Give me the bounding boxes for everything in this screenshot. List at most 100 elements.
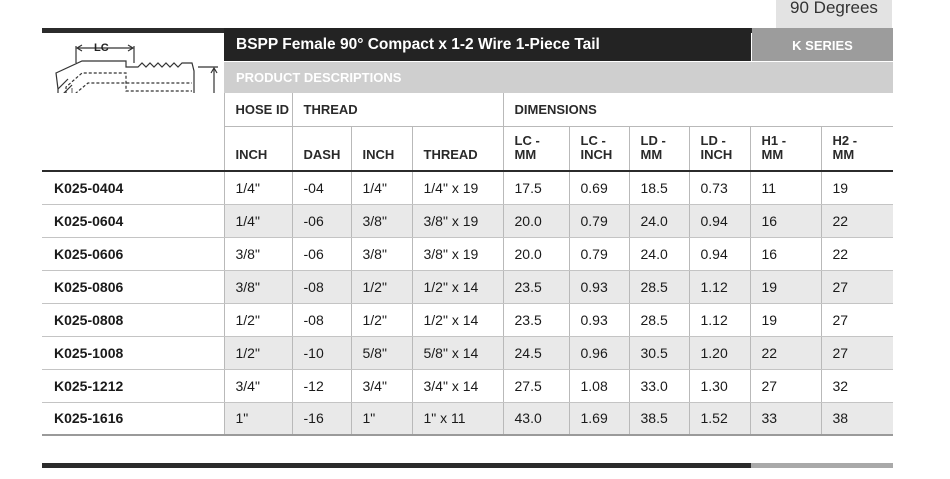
table-cell: 1/4" x 19 xyxy=(412,171,504,205)
table-row: K025-0606 3/8" -06 3/8" 3/8" x 19 20.0 0.79 24.… xyxy=(42,237,893,271)
table-row: K025-1616 1" -16 1" 1" x 11 43.0 1.69 38.5 1.52 3… xyxy=(42,402,893,436)
table-cell: 0.94 xyxy=(689,204,751,238)
table-cell: 1/2" xyxy=(224,336,293,370)
table-cell: 27.5 xyxy=(503,369,570,403)
table-cell: 3/4" xyxy=(224,369,293,403)
table-cell: 33.0 xyxy=(629,369,690,403)
table-cell: 0.79 xyxy=(569,204,630,238)
table-cell: -08 xyxy=(292,303,352,337)
part-number: K025-0404 xyxy=(42,171,225,205)
table-cell: 20.0 xyxy=(503,237,570,271)
table-cell: 1/2" xyxy=(351,303,413,337)
table-cell: 22 xyxy=(750,336,822,370)
table-row: K025-1212 3/4" -12 3/4" 3/4" x 14 27.5 1.08 33.… xyxy=(42,369,893,403)
product-title: BSPP Female 90° Compact x 1-2 Wire 1-Pie… xyxy=(224,28,751,61)
table-cell: 27 xyxy=(821,270,893,304)
table-cell: 27 xyxy=(750,369,822,403)
specification-table: HOSE ID THREAD DIMENSIONS INCH DASH INCH… xyxy=(42,93,893,436)
table-cell: 23.5 xyxy=(503,270,570,304)
table-cell: 16 xyxy=(750,237,822,271)
table-cell: 0.69 xyxy=(569,171,630,205)
dimensions-header: DIMENSIONS xyxy=(503,93,893,127)
table-cell: 5/8" x 14 xyxy=(412,336,504,370)
part-number: K025-0604 xyxy=(42,204,225,238)
table-cell: 0.94 xyxy=(689,237,751,271)
table-cell: 0.79 xyxy=(569,237,630,271)
table-cell: 20.0 xyxy=(503,204,570,238)
part-number: K025-0808 xyxy=(42,303,225,337)
header-row-groups: HOSE ID THREAD DIMENSIONS xyxy=(42,93,893,127)
table-cell: 1/4" xyxy=(224,204,293,238)
lc-label: LC xyxy=(94,42,109,54)
part-number: K025-0606 xyxy=(42,237,225,271)
table-cell: 3/8" xyxy=(351,237,413,271)
table-cell: 22 xyxy=(821,237,893,271)
col-header: LC - MM xyxy=(503,126,570,171)
table-cell: 1.08 xyxy=(569,369,630,403)
table-cell: 3/4" xyxy=(351,369,413,403)
table-cell: 1/2" xyxy=(351,270,413,304)
table-row: K025-0806 3/8" -08 1/2" 1/2" x 14 23.5 0.93 28.… xyxy=(42,270,893,304)
table-cell: 1/4" xyxy=(351,171,413,205)
table-cell: 24.5 xyxy=(503,336,570,370)
table-cell: 38.5 xyxy=(629,402,690,436)
table-cell: 16 xyxy=(750,204,822,238)
table-cell: 22 xyxy=(821,204,893,238)
table-cell: 23.5 xyxy=(503,303,570,337)
bottom-rule xyxy=(42,463,893,468)
table-cell: 0.96 xyxy=(569,336,630,370)
col-header: LD - MM xyxy=(629,126,690,171)
table-cell: 43.0 xyxy=(503,402,570,436)
table-row: K025-0604 1/4" -06 3/8" 3/8" x 19 20.0 0.79 24.… xyxy=(42,204,893,238)
table-cell: 0.93 xyxy=(569,270,630,304)
table-cell: 32 xyxy=(821,369,893,403)
part-number: K025-1212 xyxy=(42,369,225,403)
table-row: K025-0808 1/2" -08 1/2" 1/2" x 14 23.5 0.93 28.… xyxy=(42,303,893,337)
part-number: K025-1008 xyxy=(42,336,225,370)
table-cell: 0.93 xyxy=(569,303,630,337)
table-cell: 1.12 xyxy=(689,303,751,337)
table-cell: -06 xyxy=(292,237,352,271)
series-badge: K SERIES xyxy=(752,28,893,61)
col-header: H1 - MM xyxy=(750,126,822,171)
table-cell: 1" x 11 xyxy=(412,402,504,436)
col-header: THREAD xyxy=(412,126,504,171)
table-cell: 1/2" x 14 xyxy=(412,303,504,337)
table-cell: 1.52 xyxy=(689,402,751,436)
table-row: K025-1008 1/2" -10 5/8" 5/8" x 14 24.5 0.96 30.… xyxy=(42,336,893,370)
table-cell: 19 xyxy=(750,303,822,337)
table-cell: -12 xyxy=(292,369,352,403)
col-header: LC - INCH xyxy=(569,126,630,171)
table-cell: 1/4" xyxy=(224,171,293,205)
diagram-spacer-lower xyxy=(42,126,225,171)
table-cell: 18.5 xyxy=(629,171,690,205)
table-row: K025-0404 1/4" -04 1/4" 1/4" x 19 17.5 0.69 18.… xyxy=(42,171,893,205)
table-cell: 3/8" xyxy=(224,237,293,271)
table-cell: 19 xyxy=(821,171,893,205)
table-cell: -08 xyxy=(292,270,352,304)
table-cell: 17.5 xyxy=(503,171,570,205)
table-cell: 1" xyxy=(351,402,413,436)
part-number: K025-1616 xyxy=(42,402,225,436)
table-cell: 27 xyxy=(821,303,893,337)
angle-tab: 90 Degrees xyxy=(776,0,892,28)
col-header: H2 - MM xyxy=(821,126,893,171)
table-cell: 28.5 xyxy=(629,270,690,304)
table-cell: 1.30 xyxy=(689,369,751,403)
table-cell: 1.20 xyxy=(689,336,751,370)
table-cell: 5/8" xyxy=(351,336,413,370)
table-cell: 24.0 xyxy=(629,237,690,271)
header-row-columns: INCH DASH INCH THREAD LC - MM LC - INCH … xyxy=(42,126,893,171)
table-cell: 1" xyxy=(224,402,293,436)
table-cell: -06 xyxy=(292,204,352,238)
table-cell: 1/2" xyxy=(224,303,293,337)
thread-header: THREAD xyxy=(292,93,504,127)
col-header: LD - INCH xyxy=(689,126,751,171)
col-header: INCH xyxy=(224,126,293,171)
table-cell: 19 xyxy=(750,270,822,304)
diagram-spacer xyxy=(42,93,225,126)
col-header: INCH xyxy=(351,126,413,171)
table-cell: 3/8" x 19 xyxy=(412,237,504,271)
table-cell: -10 xyxy=(292,336,352,370)
table-cell: 1/2" x 14 xyxy=(412,270,504,304)
